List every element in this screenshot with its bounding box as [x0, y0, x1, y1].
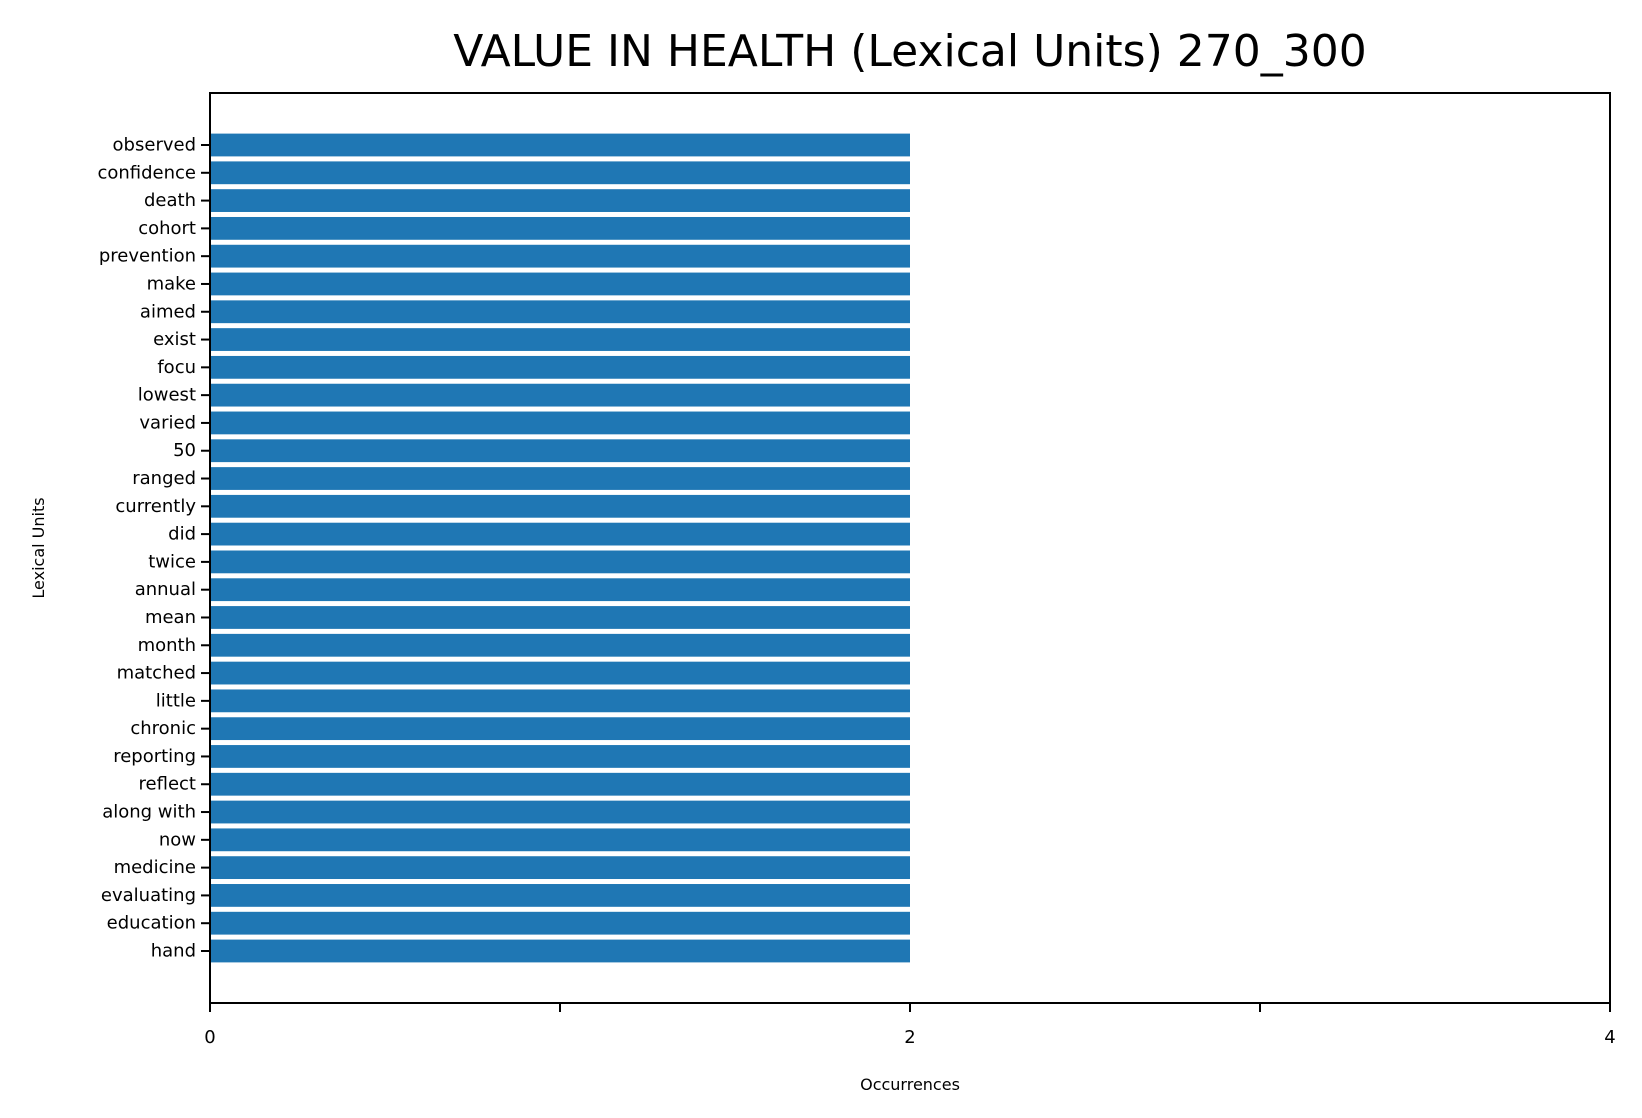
- x-tick-label: 0: [204, 1027, 215, 1048]
- y-tick-label: confidence: [97, 162, 196, 183]
- y-tick-label: cohort: [138, 218, 196, 239]
- y-tick-label: mean: [145, 607, 196, 628]
- bar: [210, 578, 910, 602]
- y-tick-label: along with: [102, 802, 196, 823]
- y-tick-label: exist: [153, 329, 196, 350]
- bar: [210, 411, 910, 435]
- bar: [210, 800, 910, 824]
- bar: [210, 189, 910, 212]
- x-tick-label: 2: [904, 1027, 915, 1048]
- bar: [210, 328, 910, 351]
- bar: [210, 856, 910, 880]
- y-tick-label: observed: [113, 135, 196, 156]
- bar: [210, 467, 910, 490]
- y-tick-label: 50: [173, 440, 196, 461]
- bar: [210, 216, 910, 240]
- bar: [210, 606, 910, 629]
- bar: [210, 550, 910, 574]
- y-tick-label: currently: [115, 496, 196, 517]
- y-tick-label: twice: [148, 551, 196, 572]
- bar: [210, 272, 910, 296]
- y-axis-label: Lexical Units: [29, 497, 48, 598]
- chart-title: VALUE IN HEALTH (Lexical Units) 270_300: [453, 26, 1366, 77]
- y-tick-label: focu: [157, 357, 196, 378]
- bar: [210, 689, 910, 713]
- bar: [210, 633, 910, 657]
- y-tick-label: education: [107, 913, 196, 934]
- y-axis-ticks: observed confidence death cohort prevention m…: [97, 135, 210, 962]
- y-tick-label: month: [138, 635, 196, 656]
- y-tick-label: hand: [151, 941, 196, 962]
- y-tick-label: annual: [135, 579, 196, 600]
- x-tick-label: 4: [1604, 1027, 1615, 1048]
- bars-group: [210, 133, 910, 963]
- y-tick-label: varied: [139, 412, 196, 433]
- bar: [210, 355, 910, 379]
- bar: [210, 939, 910, 963]
- y-tick-label: chronic: [130, 718, 196, 739]
- y-tick-label: lowest: [138, 385, 196, 406]
- y-tick-label: now: [159, 829, 196, 850]
- y-tick-label: matched: [117, 663, 196, 684]
- y-tick-label: aimed: [140, 301, 196, 322]
- y-tick-label: reflect: [139, 774, 196, 795]
- bar: [210, 661, 910, 685]
- bar: [210, 133, 910, 157]
- x-axis-label: Occurrences: [860, 1075, 960, 1094]
- bar: [210, 161, 910, 185]
- y-tick-label: little: [156, 690, 196, 711]
- bar: [210, 717, 910, 741]
- bar: [210, 383, 910, 407]
- y-tick-label: prevention: [99, 246, 196, 267]
- bar: [210, 300, 910, 324]
- bar: [210, 244, 910, 268]
- y-tick-label: death: [144, 190, 196, 211]
- bar: [210, 745, 910, 768]
- y-tick-label: did: [168, 524, 196, 545]
- bar: [210, 772, 910, 796]
- y-tick-label: ranged: [132, 468, 196, 489]
- bar: [210, 911, 910, 935]
- y-tick-label: reporting: [113, 746, 196, 767]
- y-tick-label: evaluating: [101, 885, 196, 906]
- bar: [210, 494, 910, 518]
- y-tick-label: medicine: [114, 857, 196, 878]
- bar: [210, 884, 910, 907]
- x-axis-ticks: 0 2 4: [204, 1003, 1616, 1048]
- bar: [210, 828, 910, 852]
- plot-frame: [209, 92, 1611, 1004]
- y-tick-label: make: [147, 273, 196, 294]
- bar: [210, 522, 910, 546]
- bar: [210, 439, 910, 463]
